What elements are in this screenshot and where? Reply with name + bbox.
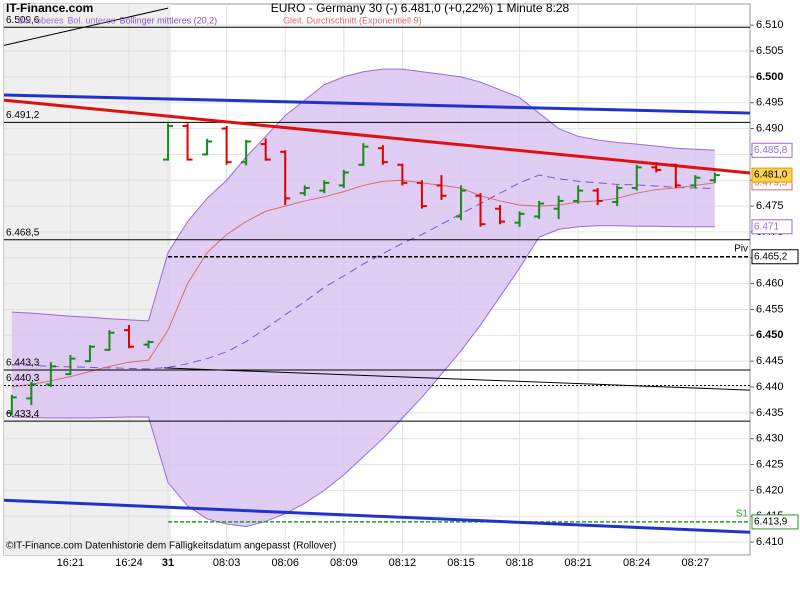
- indicator-line: [11, 68, 715, 322]
- x-tick-label: 08:06: [271, 557, 299, 569]
- last-price-label: 6.481,0: [754, 170, 788, 181]
- y-tick-label: 6.425: [756, 458, 784, 470]
- bar-layer: [6, 123, 720, 416]
- bollinger-band-fill: [11, 69, 715, 527]
- band-layer: [11, 68, 715, 528]
- level-name: S1: [736, 509, 749, 520]
- last-price-box: [751, 167, 793, 183]
- end-label-box: [751, 219, 793, 235]
- y-tick-label: 6.420: [756, 484, 784, 496]
- x-tick-label: 08:27: [682, 557, 710, 569]
- level-label: 6.443,3: [6, 358, 40, 369]
- source-note: ©IT-Finance.com Datenhistorie dem Fällig…: [6, 541, 336, 552]
- level-label: 6.491,2: [6, 110, 40, 121]
- level-label: 6.468,5: [6, 227, 40, 238]
- chart-title: EURO - Germany 30 (-) 6.481,0 (+0,22%) 1…: [271, 1, 570, 15]
- legend-entry: Gleit. Durchschnitt (Exponentiell 9): [283, 15, 422, 25]
- x-tick-label: 08:09: [330, 557, 358, 569]
- y-tick-label: 6.510: [756, 19, 784, 31]
- x-tick-label: 08:12: [389, 557, 417, 569]
- x-tick-label: 16:24: [115, 557, 143, 569]
- y-tick-label: 6.475: [756, 200, 784, 212]
- x-tick-label: 31: [162, 557, 174, 569]
- x-tick-label: 08:21: [564, 557, 592, 569]
- x-tick-label: 16:21: [57, 557, 85, 569]
- y-tick-label: 6.410: [756, 536, 784, 548]
- previous-session-shade: [4, 4, 171, 555]
- y-tick-label: 6.455: [756, 303, 784, 315]
- legend-entry: Bol. oberes: [18, 15, 64, 25]
- level-layer: [3, 7, 751, 534]
- label-layer: 6.4106.4156.4206.4256.4306.4356.4406.445…: [6, 15, 799, 569]
- y-tick-label: 6.500: [756, 71, 784, 83]
- trendline: [3, 7, 169, 46]
- level-label: 6.440,3: [6, 373, 40, 384]
- end-label-box: [751, 142, 793, 158]
- end-label: 6.471: [754, 221, 779, 232]
- legend-entry: Bol. unteres: [68, 15, 117, 25]
- legend-entry: Bollinger mittleres (20,2): [120, 15, 218, 25]
- x-tick-label: 08:24: [623, 557, 651, 569]
- trendline: [3, 98, 751, 175]
- y-tick-label: 6.505: [756, 45, 784, 57]
- y-tick-label: 6.450: [756, 329, 784, 341]
- site-name: IT-Finance.com: [6, 1, 93, 15]
- indicator-line: [11, 225, 715, 528]
- end-label: 6.485,8: [754, 145, 788, 156]
- x-tick-label: 08:15: [447, 557, 475, 569]
- x-tick-label: 08:18: [506, 557, 534, 569]
- trendline: [164, 367, 751, 391]
- y-tick-label: 6.460: [756, 278, 784, 290]
- y-tick-label: 6.490: [756, 122, 784, 134]
- level-label: 6.465,2: [754, 251, 788, 262]
- y-tick-label: 6.435: [756, 407, 784, 419]
- level-label: 6.433,4: [6, 409, 40, 420]
- trendline: [3, 498, 751, 534]
- y-tick-label: 6.430: [756, 433, 784, 445]
- level-label-box: [751, 249, 799, 265]
- trendline: [3, 93, 751, 115]
- x-tick-label: 08:03: [213, 557, 241, 569]
- y-tick-label: 6.445: [756, 355, 784, 367]
- level-label: 6.509,6: [6, 15, 40, 26]
- y-tick-label: 6.440: [756, 381, 784, 393]
- level-name: Piv: [734, 243, 748, 254]
- y-tick-label: 6.495: [756, 97, 784, 109]
- level-label: 6.413,9: [754, 517, 788, 528]
- end-label: 6.479,5: [754, 177, 788, 188]
- level-label-box: [751, 514, 799, 530]
- indicator-line: [11, 174, 715, 370]
